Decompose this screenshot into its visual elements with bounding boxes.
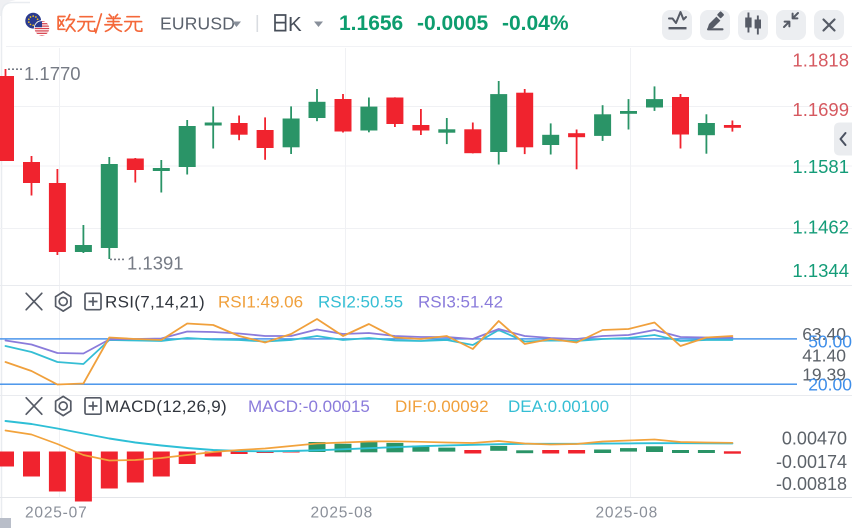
svg-text:-0.00174: -0.00174 <box>776 452 847 472</box>
svg-text:1.1344: 1.1344 <box>792 260 849 281</box>
svg-text:RSI1:49.06: RSI1:49.06 <box>218 293 303 312</box>
svg-text:EURUSD: EURUSD <box>160 14 235 34</box>
svg-text:K: K <box>288 13 302 36</box>
svg-text:MACD:-0.00015: MACD:-0.00015 <box>248 397 370 416</box>
svg-text:1.1656: 1.1656 <box>339 12 403 35</box>
svg-text:20.00: 20.00 <box>808 375 852 395</box>
svg-text:1.1818: 1.1818 <box>792 49 849 70</box>
svg-text:MACD(12,26,9): MACD(12,26,9) <box>105 397 227 416</box>
svg-text:-0.0005: -0.0005 <box>417 12 489 35</box>
svg-text:RSI3:51.42: RSI3:51.42 <box>418 293 503 312</box>
svg-text:RSI(7,14,21): RSI(7,14,21) <box>105 293 205 312</box>
svg-text:1.1581: 1.1581 <box>792 156 849 177</box>
svg-text:DIF:0.00092: DIF:0.00092 <box>395 397 489 416</box>
svg-text:-0.00818: -0.00818 <box>776 474 847 494</box>
svg-text:1.1770: 1.1770 <box>24 63 81 84</box>
svg-text:19.39: 19.39 <box>802 365 846 385</box>
svg-text:-0.04%: -0.04% <box>502 12 569 35</box>
svg-text:2025-07: 2025-07 <box>25 505 87 522</box>
svg-text:2025-08: 2025-08 <box>311 505 373 522</box>
svg-text:41.40: 41.40 <box>802 346 846 366</box>
svg-text:50.00: 50.00 <box>808 332 852 352</box>
svg-text:63.40: 63.40 <box>802 324 846 344</box>
svg-text:2025-08: 2025-08 <box>596 505 658 522</box>
svg-text:1.1391: 1.1391 <box>127 253 184 274</box>
svg-text:1.1699: 1.1699 <box>792 99 849 120</box>
svg-text:DEA:0.00100: DEA:0.00100 <box>508 397 609 416</box>
svg-text:0.00470: 0.00470 <box>782 429 847 449</box>
svg-text:RSI2:50.55: RSI2:50.55 <box>318 293 403 312</box>
svg-text:1.1462: 1.1462 <box>792 216 849 237</box>
